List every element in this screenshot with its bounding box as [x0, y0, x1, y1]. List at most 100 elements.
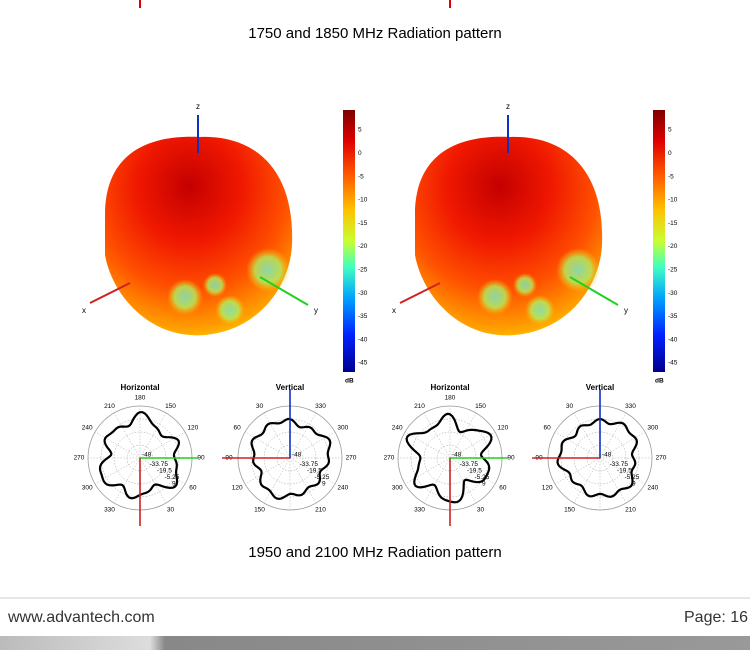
page-number: Page: 16: [684, 609, 748, 626]
colorbar-label: -25: [668, 267, 678, 274]
polar-spoke: [573, 457, 601, 504]
angle-label: 30: [167, 507, 175, 514]
axis-name: z: [506, 102, 510, 111]
ring-label: 9: [482, 481, 486, 488]
ring-label: -19.5: [157, 468, 172, 475]
angle-label: 150: [165, 403, 176, 410]
colorbar-label: 5: [358, 127, 362, 134]
colorbar-label: -10: [668, 197, 678, 204]
angle-label: 30: [256, 403, 264, 410]
axis-name: y: [314, 306, 318, 315]
angle-label: 60: [189, 485, 197, 492]
x-axis: [399, 282, 441, 304]
colorbar-label: -5: [668, 173, 674, 180]
ring-label: -33.75: [150, 461, 169, 468]
polar-spoke: [423, 412, 451, 459]
polar-title: Horizontal: [430, 383, 469, 392]
angle-label: 60: [234, 425, 242, 432]
angle-label: 240: [647, 485, 658, 492]
angle-label: 330: [625, 403, 636, 410]
ring-label: -48: [602, 452, 612, 459]
angle-label: 90: [507, 455, 515, 462]
low-gain-patch: [203, 273, 227, 297]
angle-label: 210: [414, 403, 425, 410]
ring-label: -19.5: [307, 468, 322, 475]
ring-label: -48: [452, 452, 462, 459]
polar-spoke: [244, 431, 291, 459]
angle-label: 240: [337, 485, 348, 492]
angle-label: 90: [197, 455, 205, 462]
polar-title: Vertical: [586, 383, 614, 392]
angle-label: 150: [475, 403, 486, 410]
footer-bar: [0, 636, 750, 650]
ring-label: -33.75: [300, 461, 319, 468]
polar-spoke: [599, 431, 646, 459]
angle-label: 270: [384, 455, 395, 462]
low-gain-patch: [215, 295, 245, 325]
angle-label: 30: [477, 507, 485, 514]
low-gain-patch: [513, 273, 537, 297]
polar-spoke: [404, 457, 451, 485]
angle-label: 300: [647, 425, 658, 432]
ring-label: -33.75: [460, 461, 479, 468]
colorbar-label: -5: [358, 173, 364, 180]
angle-label: 60: [499, 485, 507, 492]
polar-spoke: [599, 457, 646, 485]
low-gain-patch: [246, 248, 290, 292]
polar-spoke: [289, 457, 317, 504]
polar-spoke: [404, 431, 451, 459]
angle-label: 240: [392, 425, 403, 432]
polar-spoke: [263, 457, 291, 504]
polar-spoke: [599, 457, 627, 504]
axis-name: z: [196, 102, 200, 111]
caption: 1950 and 2100 MHz Radiation pattern: [248, 544, 502, 561]
angle-label: 150: [564, 507, 575, 514]
colorbar-label: 0: [358, 150, 362, 157]
ring-label: -19.5: [467, 468, 482, 475]
polar-spoke: [573, 412, 601, 459]
polar-spoke: [94, 431, 141, 459]
ring-label: -48: [292, 452, 302, 459]
angle-label: 270: [656, 455, 667, 462]
colorbar-label: -35: [668, 313, 678, 320]
angle-label: 330: [315, 403, 326, 410]
polar-spoke: [289, 431, 336, 459]
angle-label: 120: [542, 485, 553, 492]
ring-label: 9: [322, 481, 326, 488]
axis-name: x: [82, 306, 86, 315]
colorbar: [343, 110, 355, 372]
polar-spoke: [113, 457, 141, 504]
polar-title: Horizontal: [120, 383, 159, 392]
polar-spoke: [449, 412, 477, 459]
polar-spoke: [289, 412, 317, 459]
pattern-curve: [250, 417, 332, 501]
low-gain-patch: [556, 248, 600, 292]
angle-label: 180: [445, 395, 456, 402]
axis-name: x: [392, 306, 396, 315]
colorbar-label: -40: [668, 336, 678, 343]
colorbar-label: 5: [668, 127, 672, 134]
colorbar-unit: dB: [655, 378, 664, 385]
colorbar-label: -25: [358, 267, 368, 274]
angle-label: 270: [346, 455, 357, 462]
y-axis: [259, 276, 309, 306]
radiation-blob: [105, 136, 293, 336]
ring-label: 9: [632, 481, 636, 488]
angle-label: 270: [74, 455, 85, 462]
polar-spoke: [139, 457, 167, 504]
ring-label: -33.75: [610, 461, 629, 468]
pattern-curve: [556, 417, 639, 498]
caption: 1750 and 1850 MHz Radiation pattern: [248, 25, 502, 42]
ring-label: -5.25: [165, 474, 180, 481]
colorbar-label: -35: [358, 313, 368, 320]
ring-label: -5.25: [315, 474, 330, 481]
angle-label: 210: [625, 507, 636, 514]
colorbar-label: -45: [358, 360, 368, 367]
colorbar-label: -15: [358, 220, 368, 227]
polar-spoke: [139, 431, 186, 459]
angle-label: 240: [82, 425, 93, 432]
colorbar-label: -10: [358, 197, 368, 204]
colorbar-label: -20: [668, 243, 678, 250]
